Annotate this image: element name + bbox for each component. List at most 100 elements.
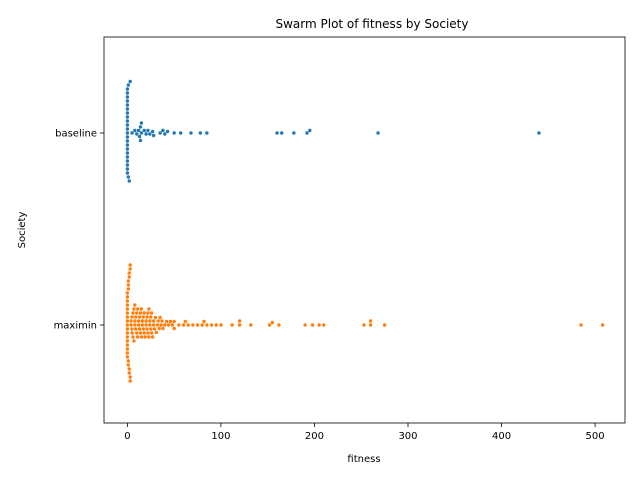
data-point-maximin bbox=[138, 311, 143, 315]
data-point-baseline bbox=[205, 131, 209, 135]
data-point-maximin bbox=[125, 323, 130, 327]
data-point-maximin bbox=[146, 311, 150, 315]
data-point-maximin bbox=[126, 279, 131, 283]
data-point-maximin bbox=[127, 367, 131, 371]
data-point-maximin bbox=[140, 319, 145, 323]
data-point-maximin bbox=[125, 307, 130, 311]
data-point-maximin bbox=[160, 319, 164, 323]
x-tick-label: 0 bbox=[124, 431, 130, 442]
chart-title: Swarm Plot of fitness by Society bbox=[275, 17, 468, 31]
data-point-baseline bbox=[125, 143, 130, 147]
data-point-maximin bbox=[125, 295, 130, 299]
data-point-maximin bbox=[143, 335, 147, 339]
data-point-maximin bbox=[127, 275, 131, 279]
data-point-baseline bbox=[138, 138, 143, 143]
data-point-baseline bbox=[139, 121, 144, 125]
data-point-baseline bbox=[146, 128, 150, 133]
data-point-maximin bbox=[125, 339, 130, 343]
data-point-maximin bbox=[158, 315, 162, 320]
data-point-maximin bbox=[183, 319, 188, 324]
data-point-maximin bbox=[170, 323, 174, 327]
data-point-baseline bbox=[148, 132, 152, 136]
data-point-baseline bbox=[135, 132, 139, 136]
data-point-baseline bbox=[125, 91, 130, 95]
data-point-maximin bbox=[600, 323, 605, 327]
data-point-maximin bbox=[133, 303, 137, 307]
data-point-maximin bbox=[136, 319, 141, 323]
data-point-maximin bbox=[317, 323, 321, 327]
data-point-baseline bbox=[138, 125, 143, 129]
data-point-maximin bbox=[214, 323, 218, 327]
data-point-maximin bbox=[195, 323, 200, 327]
data-point-maximin bbox=[130, 315, 134, 319]
data-point-maximin bbox=[177, 323, 181, 327]
data-point-baseline bbox=[151, 133, 156, 138]
data-point-maximin bbox=[137, 315, 142, 319]
data-point-maximin bbox=[132, 339, 136, 343]
data-point-maximin bbox=[237, 319, 242, 323]
data-point-maximin bbox=[142, 331, 146, 335]
data-point-baseline bbox=[139, 131, 144, 135]
data-point-maximin bbox=[132, 307, 136, 311]
data-point-maximin bbox=[151, 319, 156, 323]
x-tick-label: 400 bbox=[492, 431, 511, 442]
data-point-baseline bbox=[125, 127, 130, 131]
data-point-maximin bbox=[141, 315, 145, 319]
data-point-maximin bbox=[368, 323, 373, 327]
data-point-baseline bbox=[144, 132, 148, 136]
x-tick-label: 200 bbox=[305, 431, 324, 442]
data-point-baseline bbox=[128, 79, 132, 84]
data-point-baseline bbox=[275, 131, 279, 135]
data-point-baseline bbox=[125, 131, 130, 135]
data-point-maximin bbox=[131, 335, 135, 339]
data-point-baseline bbox=[198, 131, 203, 135]
data-point-baseline bbox=[165, 129, 170, 134]
data-point-maximin bbox=[270, 320, 275, 325]
x-axis-ticks: 0 100 200 300 400 500 bbox=[124, 423, 605, 442]
data-point-baseline bbox=[125, 135, 130, 139]
data-point-maximin bbox=[125, 335, 130, 339]
data-point-maximin bbox=[145, 315, 149, 319]
data-point-baseline bbox=[125, 155, 130, 159]
data-point-maximin bbox=[166, 323, 171, 327]
data-point-maximin bbox=[237, 323, 242, 327]
data-point-baseline bbox=[133, 128, 137, 133]
data-point-maximin bbox=[125, 343, 130, 347]
data-point-baseline bbox=[161, 128, 165, 133]
data-point-maximin bbox=[161, 326, 165, 331]
data-point-maximin bbox=[230, 323, 234, 327]
data-point-maximin bbox=[126, 287, 131, 291]
data-point-maximin bbox=[139, 307, 144, 311]
data-point-maximin bbox=[168, 319, 173, 324]
data-point-maximin bbox=[249, 323, 253, 327]
data-point-baseline bbox=[125, 171, 130, 175]
data-point-baseline bbox=[125, 111, 130, 115]
data-point-maximin bbox=[127, 371, 131, 375]
data-point-maximin bbox=[144, 319, 148, 323]
y-axis-label: Society bbox=[17, 212, 28, 249]
data-point-baseline bbox=[125, 87, 130, 91]
data-point-maximin bbox=[126, 283, 131, 287]
data-point-maximin bbox=[150, 311, 154, 315]
data-point-maximin bbox=[128, 379, 132, 383]
data-point-maximin bbox=[135, 307, 140, 311]
data-point-baseline bbox=[125, 123, 130, 127]
data-point-baseline bbox=[125, 115, 130, 119]
data-point-baseline bbox=[126, 83, 131, 87]
data-point-maximin bbox=[149, 327, 153, 331]
data-point-baseline bbox=[125, 107, 130, 111]
data-point-maximin bbox=[129, 319, 133, 323]
data-point-maximin bbox=[153, 315, 158, 320]
data-point-maximin bbox=[137, 327, 142, 331]
data-point-maximin bbox=[148, 323, 152, 327]
data-point-maximin bbox=[149, 315, 153, 319]
data-point-maximin bbox=[134, 327, 138, 331]
data-point-maximin bbox=[134, 315, 138, 319]
data-point-baseline bbox=[142, 128, 146, 133]
data-point-maximin bbox=[125, 319, 130, 323]
data-point-maximin bbox=[172, 326, 176, 331]
data-point-maximin bbox=[205, 323, 209, 327]
data-point-maximin bbox=[202, 319, 206, 324]
data-point-maximin bbox=[148, 319, 152, 323]
data-point-baseline bbox=[125, 103, 130, 107]
